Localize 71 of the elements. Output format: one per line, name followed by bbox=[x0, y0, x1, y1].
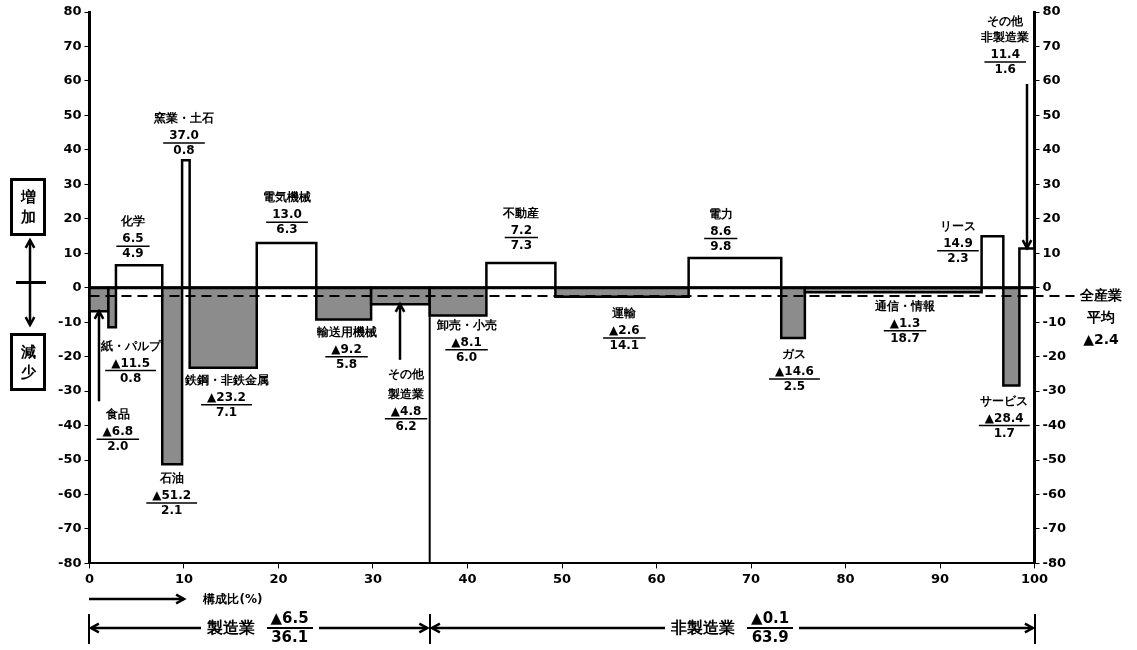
y-tick-label: -70 bbox=[57, 520, 82, 536]
y-tick-label: 10 bbox=[63, 244, 82, 260]
y2-tick-label: -50 bbox=[1042, 451, 1067, 467]
x-tick-label: 60 bbox=[647, 570, 666, 586]
x-tick-label: 10 bbox=[174, 570, 194, 586]
y2-tick-label: 70 bbox=[1042, 37, 1061, 53]
y-tick-label: 60 bbox=[63, 72, 82, 88]
annotation: 窯業・土石 37.0 0.8 bbox=[152, 111, 214, 158]
annotation: 製造業 ▲4.8 6.2 bbox=[387, 386, 425, 433]
y2-tick-label: -20 bbox=[1042, 348, 1067, 363]
x-tick-label: 30 bbox=[363, 570, 383, 586]
y2-tick-label: 80 bbox=[1042, 3, 1061, 19]
text: 増加 bbox=[10, 178, 46, 236]
y-tick-label: 40 bbox=[63, 141, 82, 157]
y-tick-label: 50 bbox=[63, 106, 82, 122]
annotation: サービス ▲28.4 1.7 bbox=[980, 393, 1029, 440]
x-tick-label: 90 bbox=[930, 570, 950, 586]
annotation: リース 14.9 2.3 bbox=[939, 218, 976, 265]
annotation: 紙・パルプ ▲11.5 0.8 bbox=[99, 338, 162, 385]
annotation: ガス ▲14.6 2.5 bbox=[775, 347, 814, 394]
y-tick-label: -40 bbox=[57, 416, 82, 432]
annotation: その他 bbox=[987, 13, 1025, 28]
y2-tick-label: -80 bbox=[1042, 554, 1067, 570]
x-tick-label: 0 bbox=[84, 570, 95, 586]
y2-tick-label: -70 bbox=[1042, 520, 1067, 536]
annotation: 非製造業 11.4 1.6 bbox=[980, 30, 1030, 77]
y-tick-label: 80 bbox=[63, 3, 82, 19]
y2-tick-label: 60 bbox=[1042, 72, 1061, 88]
y2-tick-label: 40 bbox=[1042, 141, 1061, 157]
y-tick-label: 0 bbox=[72, 279, 82, 295]
annotation: 石油 ▲51.2 2.1 bbox=[152, 471, 192, 518]
x-tick-label: 40 bbox=[458, 570, 477, 586]
annotation: その他 bbox=[388, 366, 426, 381]
y-tick-label: 30 bbox=[63, 175, 82, 191]
y-tick-label: -80 bbox=[57, 554, 82, 570]
x-tick-label: 100 bbox=[1020, 570, 1049, 586]
annotation: 通信・情報 ▲1.3 18.7 bbox=[874, 298, 937, 345]
y2-tick-label: -10 bbox=[1042, 313, 1067, 329]
x-tick-label: 20 bbox=[269, 570, 288, 586]
x-tick-label: 80 bbox=[836, 570, 855, 586]
text: 非製造業 ▲0.1 63.9 bbox=[671, 609, 791, 646]
annotation: 鉄鋼・非鉄金属 ▲23.2 7.1 bbox=[183, 373, 269, 419]
annotation: 卸売・小売 ▲8.1 6.0 bbox=[435, 317, 497, 364]
ref-line-label: 全産業平均 ▲2.4 bbox=[1079, 286, 1122, 347]
y2-tick-label: -60 bbox=[1042, 485, 1067, 501]
x-axis-title: 構成比(%) bbox=[197, 591, 269, 608]
y-tick-label: -10 bbox=[57, 313, 82, 329]
y-tick-label: -30 bbox=[57, 382, 82, 398]
y2-tick-label: 0 bbox=[1042, 279, 1052, 295]
y2-tick-label: 50 bbox=[1042, 106, 1061, 122]
annotation: 化学 6.5 4.9 bbox=[119, 214, 145, 261]
y-tick-label: -50 bbox=[57, 451, 82, 467]
y2-tick-label: 10 bbox=[1042, 244, 1061, 260]
text: 減少 bbox=[10, 333, 46, 391]
annotation: 電気機械 13.0 6.3 bbox=[263, 190, 311, 237]
y2-tick-label: -40 bbox=[1042, 416, 1067, 432]
y-tick-label: 20 bbox=[63, 210, 82, 226]
y2-tick-label: 20 bbox=[1042, 210, 1061, 226]
x-tick-label: 50 bbox=[552, 570, 572, 586]
y-tick-label: -60 bbox=[57, 485, 82, 501]
annotation: 輸送用機械 ▲9.2 5.8 bbox=[315, 324, 377, 371]
x-tick-label: 70 bbox=[741, 570, 761, 586]
y-tick-label: -20 bbox=[57, 348, 82, 363]
y2-tick-label: 30 bbox=[1042, 175, 1061, 191]
annotation: 運輸 ▲2.6 14.1 bbox=[609, 306, 640, 353]
y-tick-label: 70 bbox=[63, 37, 82, 53]
y2-tick-label: -30 bbox=[1042, 382, 1067, 398]
text: 製造業 ▲6.5 36.1 bbox=[206, 609, 310, 646]
annotation: 不動産 7.2 7.3 bbox=[502, 205, 540, 252]
annotation: 電力 8.6 9.8 bbox=[708, 206, 733, 253]
annotation: 食品 ▲6.8 2.0 bbox=[102, 407, 134, 454]
